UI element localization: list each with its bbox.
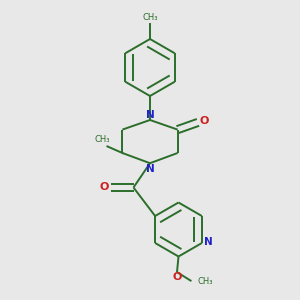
- Text: CH₃: CH₃: [142, 14, 158, 22]
- Text: CH₃: CH₃: [197, 277, 213, 286]
- Text: N: N: [204, 237, 213, 248]
- Text: N: N: [146, 164, 154, 174]
- Text: CH₃: CH₃: [94, 135, 110, 144]
- Text: O: O: [200, 116, 209, 126]
- Text: O: O: [172, 272, 182, 283]
- Text: N: N: [146, 110, 154, 120]
- Text: O: O: [100, 182, 109, 193]
